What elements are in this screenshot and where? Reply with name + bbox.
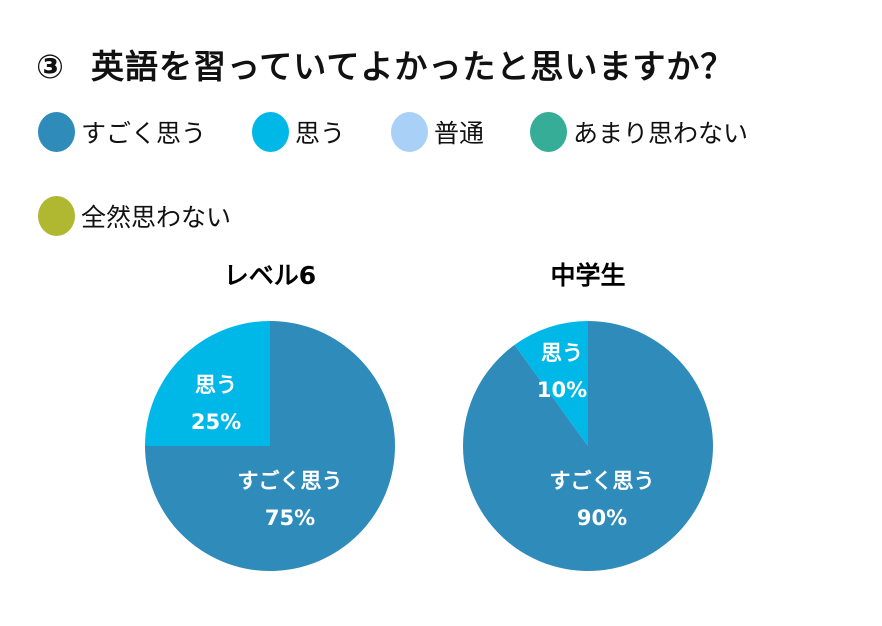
pie-title: レベル6 — [224, 261, 316, 290]
legend-swatch — [391, 112, 429, 152]
question-number: ③ — [36, 47, 65, 86]
legend-item: すごく思う — [38, 112, 206, 152]
legend-label: 思う — [295, 119, 346, 148]
slice-label: 思う — [195, 373, 237, 397]
legend-item: 思う — [252, 112, 345, 152]
legend-item: 普通 — [391, 112, 484, 152]
pie-slice — [463, 321, 714, 571]
legend-label: あまり思わない — [573, 119, 749, 148]
legend-label: 全然思わない — [81, 203, 232, 232]
legend-item: 全然思わない — [38, 196, 231, 236]
legend-item: あまり思わない — [530, 112, 748, 152]
pie-slice — [145, 321, 270, 446]
slice-label: すごく思う — [238, 469, 343, 493]
legend-swatch — [38, 196, 75, 236]
legend-label: すごく思う — [81, 119, 207, 148]
slice-label: すごく思う — [550, 469, 655, 493]
slice-value-label: 10% — [537, 378, 587, 402]
pie-title: 中学生 — [550, 261, 625, 290]
legend: すごく思う 思う 普通 あまり思わない全然思わない — [38, 112, 858, 236]
legend-swatch — [530, 112, 568, 152]
legend-swatch — [38, 112, 75, 152]
pie-slice — [514, 321, 588, 446]
page-title: ③ 英語を習っていてよかったと思いますか？ — [36, 40, 734, 88]
legend-swatch — [252, 112, 290, 152]
slice-value-label: 90% — [577, 506, 627, 530]
legend-label: 普通 — [434, 119, 485, 148]
slice-label: 思う — [541, 341, 583, 365]
question-text: 英語を習っていてよかったと思いますか？ — [90, 47, 735, 86]
slice-value-label: 25% — [191, 410, 241, 434]
slice-value-label: 75% — [265, 506, 315, 530]
